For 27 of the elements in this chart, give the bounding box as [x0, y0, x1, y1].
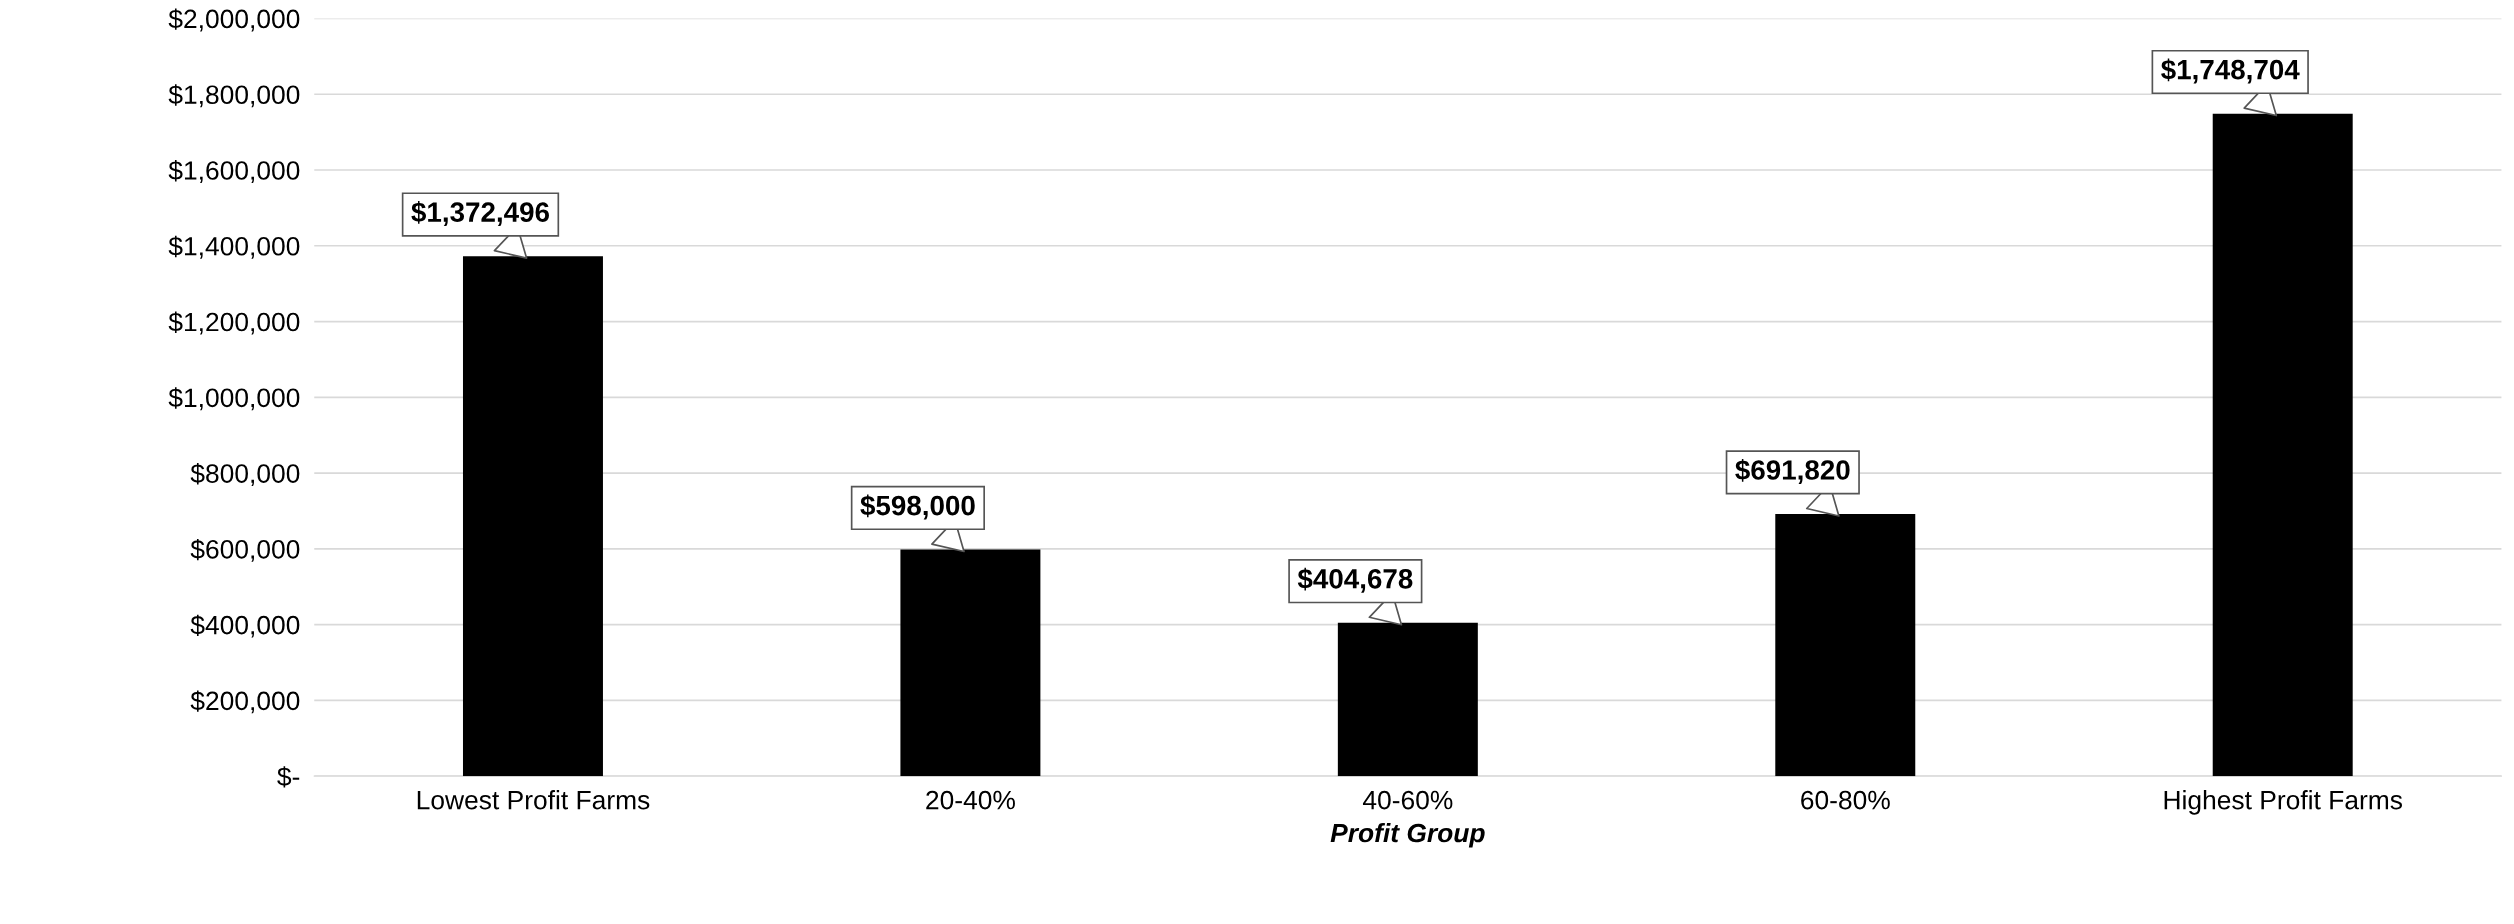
- y-tick-label: $1,600,000: [168, 160, 300, 183]
- y-tick-label: $2,000,000: [168, 8, 300, 32]
- data-label: $1,372,496: [411, 201, 549, 227]
- y-tick-label: $400,000: [190, 614, 300, 638]
- bar: [462, 256, 603, 777]
- y-tick-label: $1,800,000: [168, 84, 300, 108]
- bar: [2212, 113, 2353, 777]
- x-tick-label: 20-40%: [926, 790, 1015, 810]
- y-tick-label: $-: [277, 766, 300, 788]
- y-tick-label: $600,000: [190, 538, 300, 562]
- data-label: $1,748,704: [2161, 58, 2300, 84]
- bar: [900, 549, 1041, 777]
- data-label: $691,820: [1735, 458, 1850, 484]
- y-tick-label: $1,000,000: [168, 387, 300, 411]
- bar: [1337, 622, 1478, 777]
- y-tick-label: $200,000: [190, 690, 300, 714]
- y-tick-label: $1,400,000: [168, 235, 300, 259]
- x-tick-label: Lowest Profit Farms: [417, 790, 650, 810]
- data-label: $404,678: [1297, 567, 1413, 593]
- x-tick-label: 40-60%: [1362, 790, 1453, 810]
- y-tick-label: $1,200,000: [168, 311, 300, 335]
- data-label: $598,000: [860, 494, 975, 520]
- bar: [1775, 514, 1916, 777]
- x-tick-label: Highest Profit Farms: [2164, 790, 2403, 815]
- x-axis-title: Profit Group: [1330, 822, 1485, 848]
- y-tick-label: $800,000: [190, 463, 300, 487]
- x-tick-label: 60-80%: [1801, 790, 1890, 810]
